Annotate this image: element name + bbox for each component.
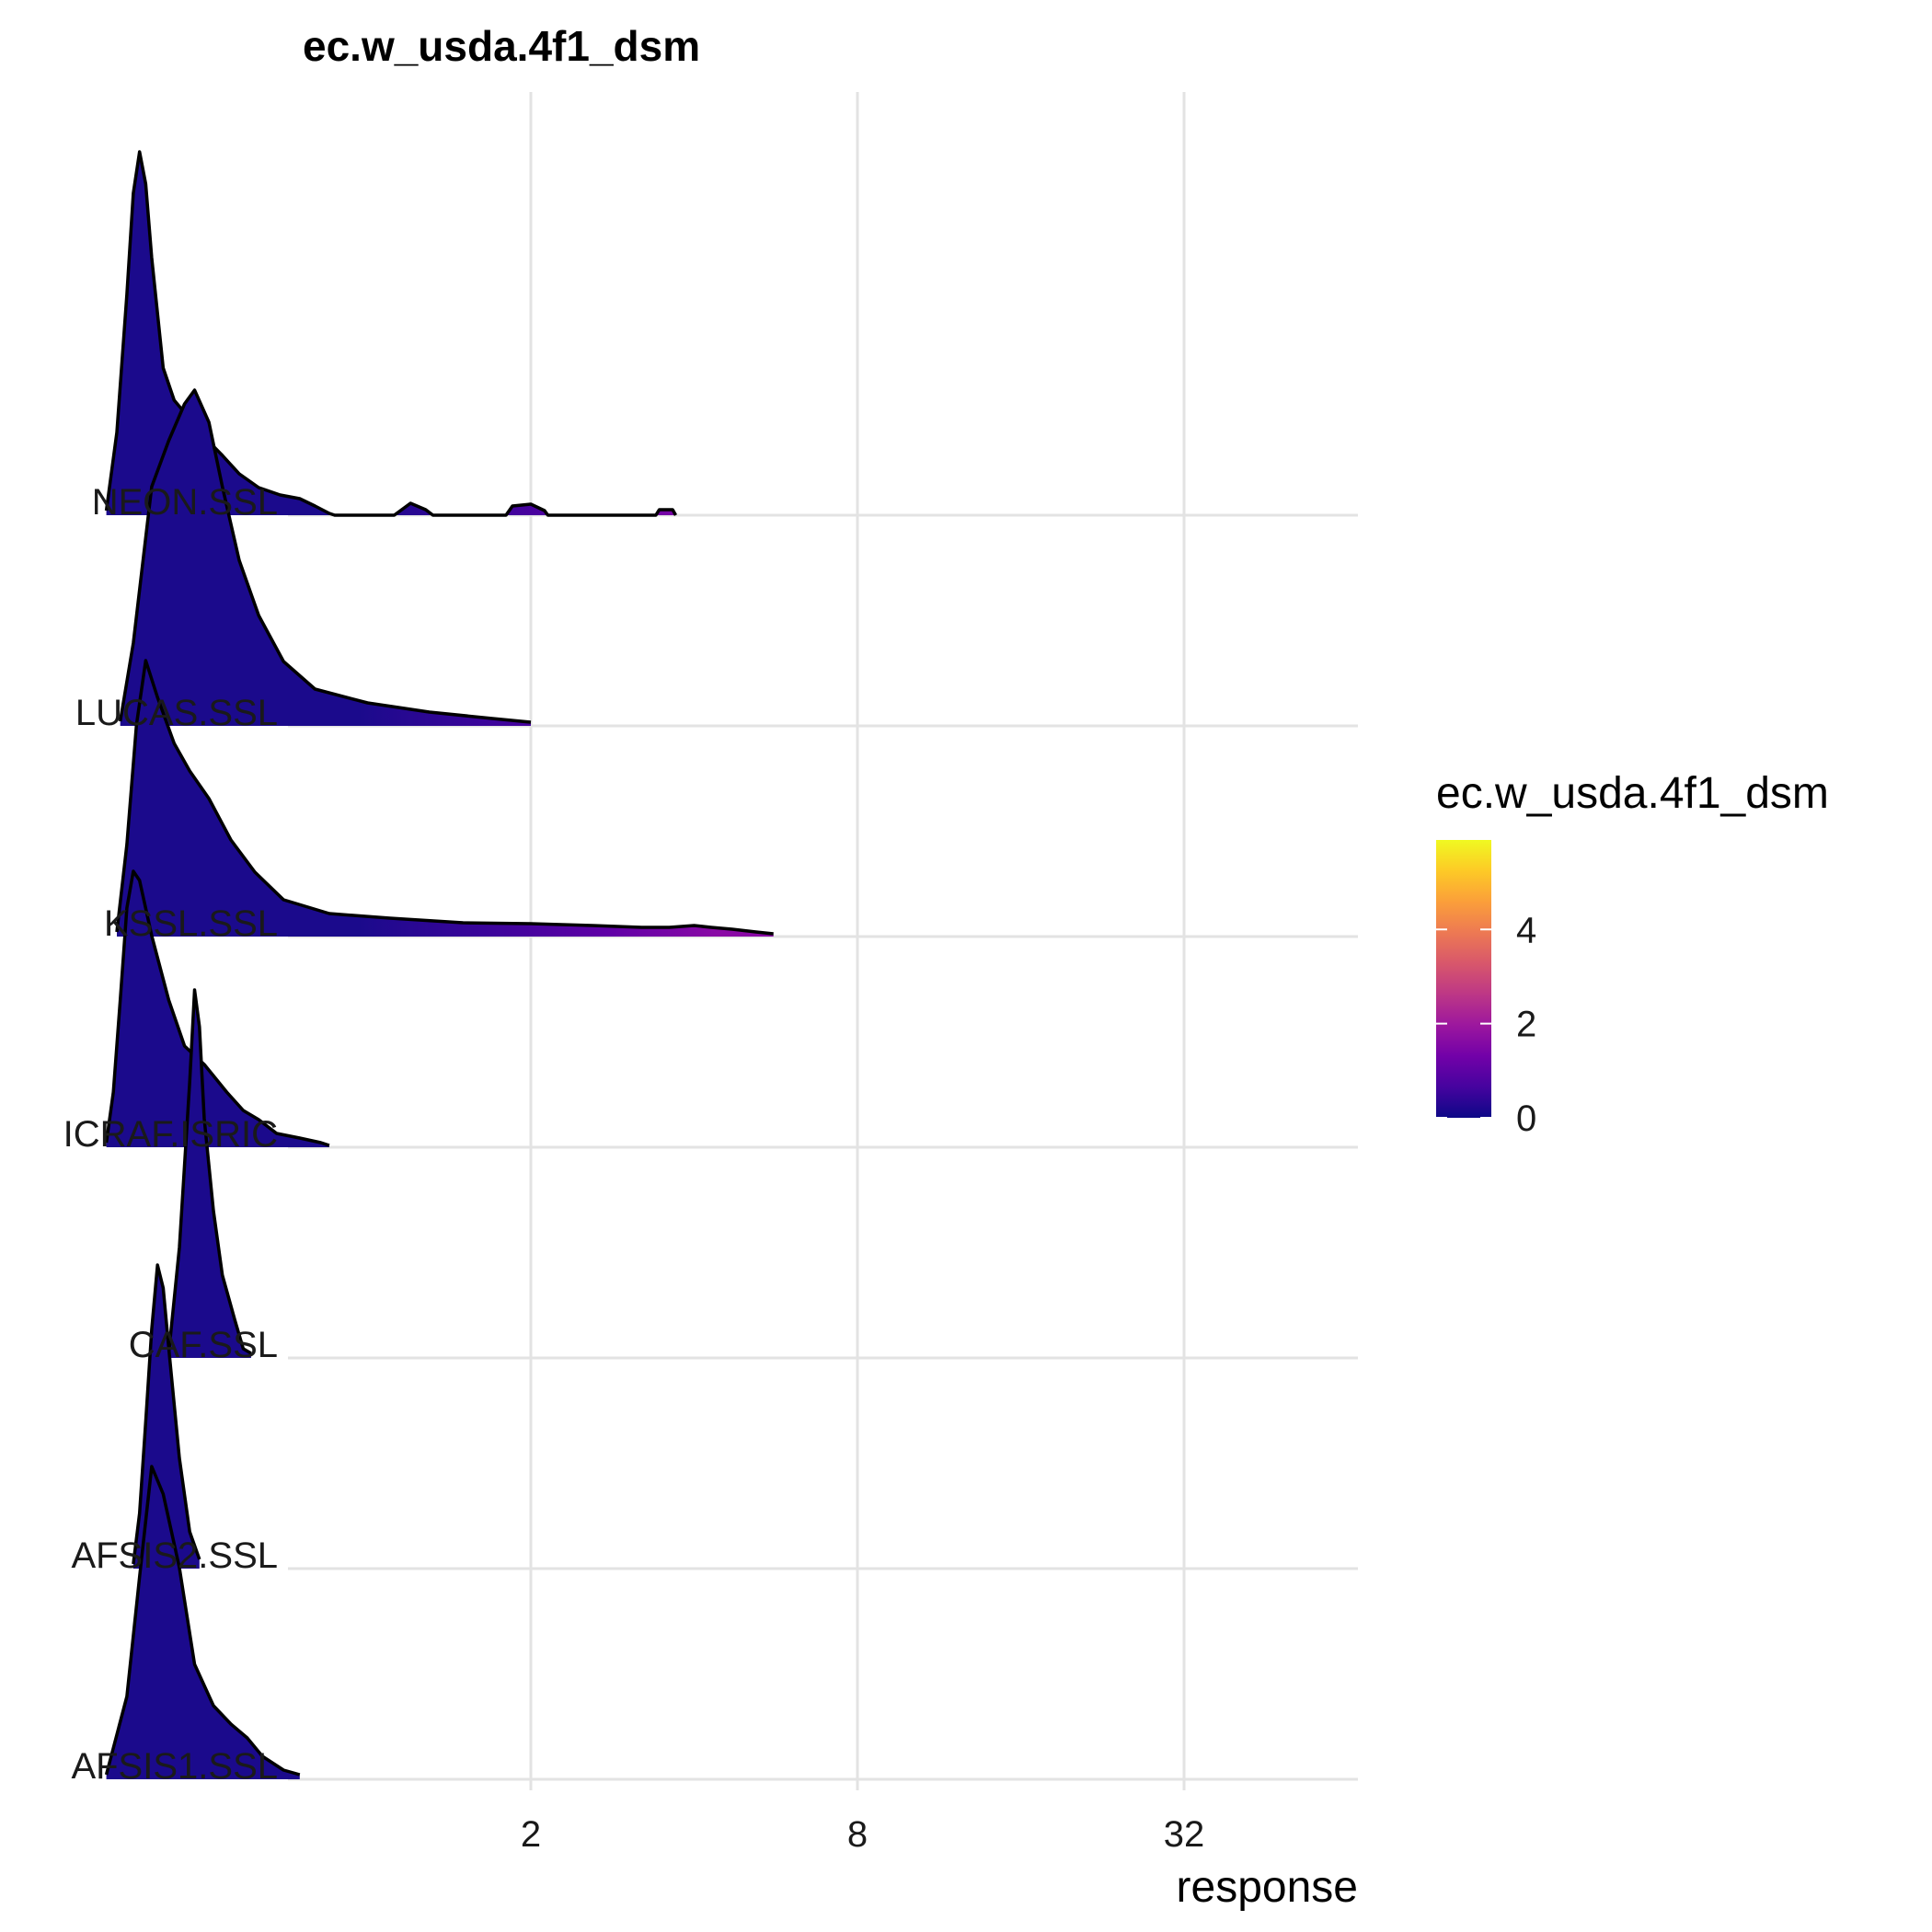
ridge-outline	[118, 388, 532, 724]
ridge-outline	[167, 988, 252, 1355]
ridge-outline	[104, 869, 330, 1147]
ridge-fill	[168, 990, 251, 1358]
legend-tick-label: 2	[1516, 1005, 1536, 1045]
ridge-fill	[106, 1466, 300, 1779]
ridge-kssl-ssl	[115, 659, 774, 937]
ridge-outline	[104, 150, 678, 517]
y-axis-label: LUCAS.SSL	[75, 693, 278, 733]
x-axis-tick-label: 2	[521, 1814, 541, 1855]
ridge-outline	[104, 1465, 301, 1777]
ridge-fill	[106, 871, 329, 1147]
x-axis-tick-label: 8	[847, 1814, 868, 1855]
legend-colorbar	[1436, 840, 1491, 1118]
legend-tick-label: 4	[1516, 910, 1536, 950]
ridge-afsis1-ssl	[104, 1465, 301, 1779]
legend-ticks: 0 2 4	[1436, 910, 1536, 1139]
y-axis-label: CAF.SSL	[129, 1325, 278, 1365]
ridge-icraf-isric	[104, 869, 330, 1147]
y-axis-label: KSSL.SSL	[104, 903, 278, 944]
ridge-outline	[115, 659, 774, 936]
ridge-fill	[120, 390, 531, 726]
x-axis-tick-labels: 2 8 32	[521, 1814, 1204, 1855]
y-axis-label: AFSIS2.SSL	[71, 1535, 278, 1576]
x-axis-title: response	[1177, 1863, 1358, 1912]
y-axis-label: NEON.SSL	[92, 482, 278, 523]
color-legend: ec.w_usda.4f1_dsm 0 2 4	[1436, 769, 1829, 1139]
ridge-outline	[132, 1263, 201, 1565]
ridge-fill	[117, 661, 774, 937]
ridge-lucas-ssl	[118, 388, 532, 726]
legend-tick-label: 0	[1516, 1098, 1536, 1139]
ridge-caf-ssl	[167, 988, 252, 1358]
chart-title: ec.w_usda.4f1_dsm	[303, 22, 700, 70]
y-axis-label: AFSIS1.SSL	[71, 1746, 278, 1787]
y-axis-label: ICRAF.ISRIC	[63, 1114, 278, 1155]
x-axis-tick-label: 32	[1164, 1814, 1205, 1855]
grid-lines	[288, 92, 1358, 1790]
ridges	[104, 150, 774, 1779]
y-axis-labels: AFSIS1.SSL AFSIS2.SSL CAF.SSL ICRAF.ISRIC KS…	[63, 482, 278, 1787]
legend-title: ec.w_usda.4f1_dsm	[1436, 769, 1829, 818]
